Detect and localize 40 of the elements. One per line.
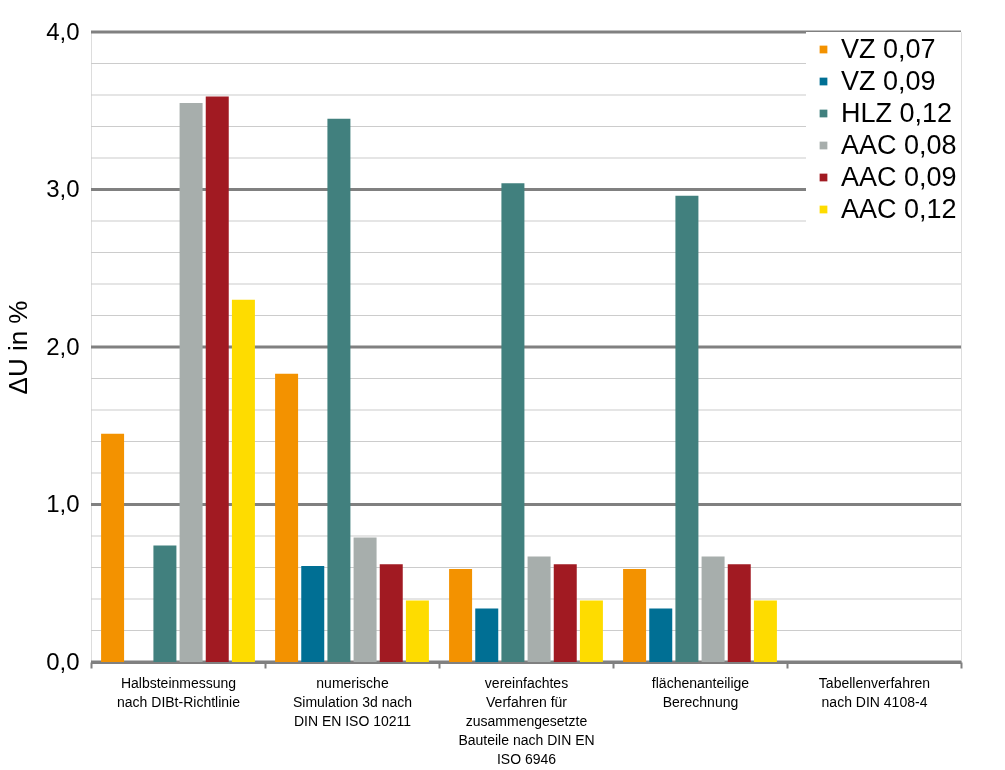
bar (179, 102, 203, 662)
bar (553, 564, 577, 662)
bar (753, 600, 777, 662)
bar (527, 556, 551, 662)
x-tick-label: numerische Simulation 3d nach DIN EN ISO 10211 (292, 674, 413, 729)
bar (231, 299, 255, 662)
y-tick-label: 0,0 (46, 647, 80, 675)
bar (501, 183, 525, 662)
y-tick-label: 1,0 (46, 490, 80, 517)
x-tick-label: flächenanteilige Berechnung (651, 674, 750, 710)
bar (405, 600, 429, 662)
bar (205, 96, 229, 662)
bar (701, 556, 725, 662)
bar (153, 545, 177, 662)
bar (379, 564, 403, 662)
legend-label: AAC 0,12 (841, 193, 957, 224)
legend-label: HLZ 0,12 (841, 97, 953, 128)
bar (475, 608, 499, 662)
bar (101, 433, 125, 662)
legend-label: VZ 0,09 (841, 65, 936, 96)
x-tick-label: vereinfachtes Verfahren für zusammengesetzte Bauteile nach DIN EN ISO 6946 (458, 674, 595, 767)
legend-label: AAC 0,09 (841, 161, 957, 192)
bar (727, 564, 751, 662)
bar (327, 118, 351, 662)
bar (353, 537, 377, 662)
x-tick-label: Halbsteinmessung nach DIBt-Richtlinie (117, 674, 241, 710)
bar (449, 569, 473, 662)
y-tick-label: 3,0 (46, 175, 80, 202)
bar (675, 195, 699, 662)
x-tick-label: Tabellenverfahren nach DIN 4108-4 (818, 674, 931, 710)
y-axis-title: ΔU in % (3, 300, 34, 395)
bar (301, 565, 325, 662)
legend-label: AAC 0,08 (841, 129, 957, 160)
bar (623, 569, 647, 662)
bar (275, 373, 299, 662)
legend-label: VZ 0,07 (841, 33, 936, 64)
bar (579, 600, 603, 662)
bar (649, 608, 673, 662)
y-tick-label: 2,0 (46, 332, 80, 360)
y-tick-label: 4,0 (46, 17, 80, 45)
